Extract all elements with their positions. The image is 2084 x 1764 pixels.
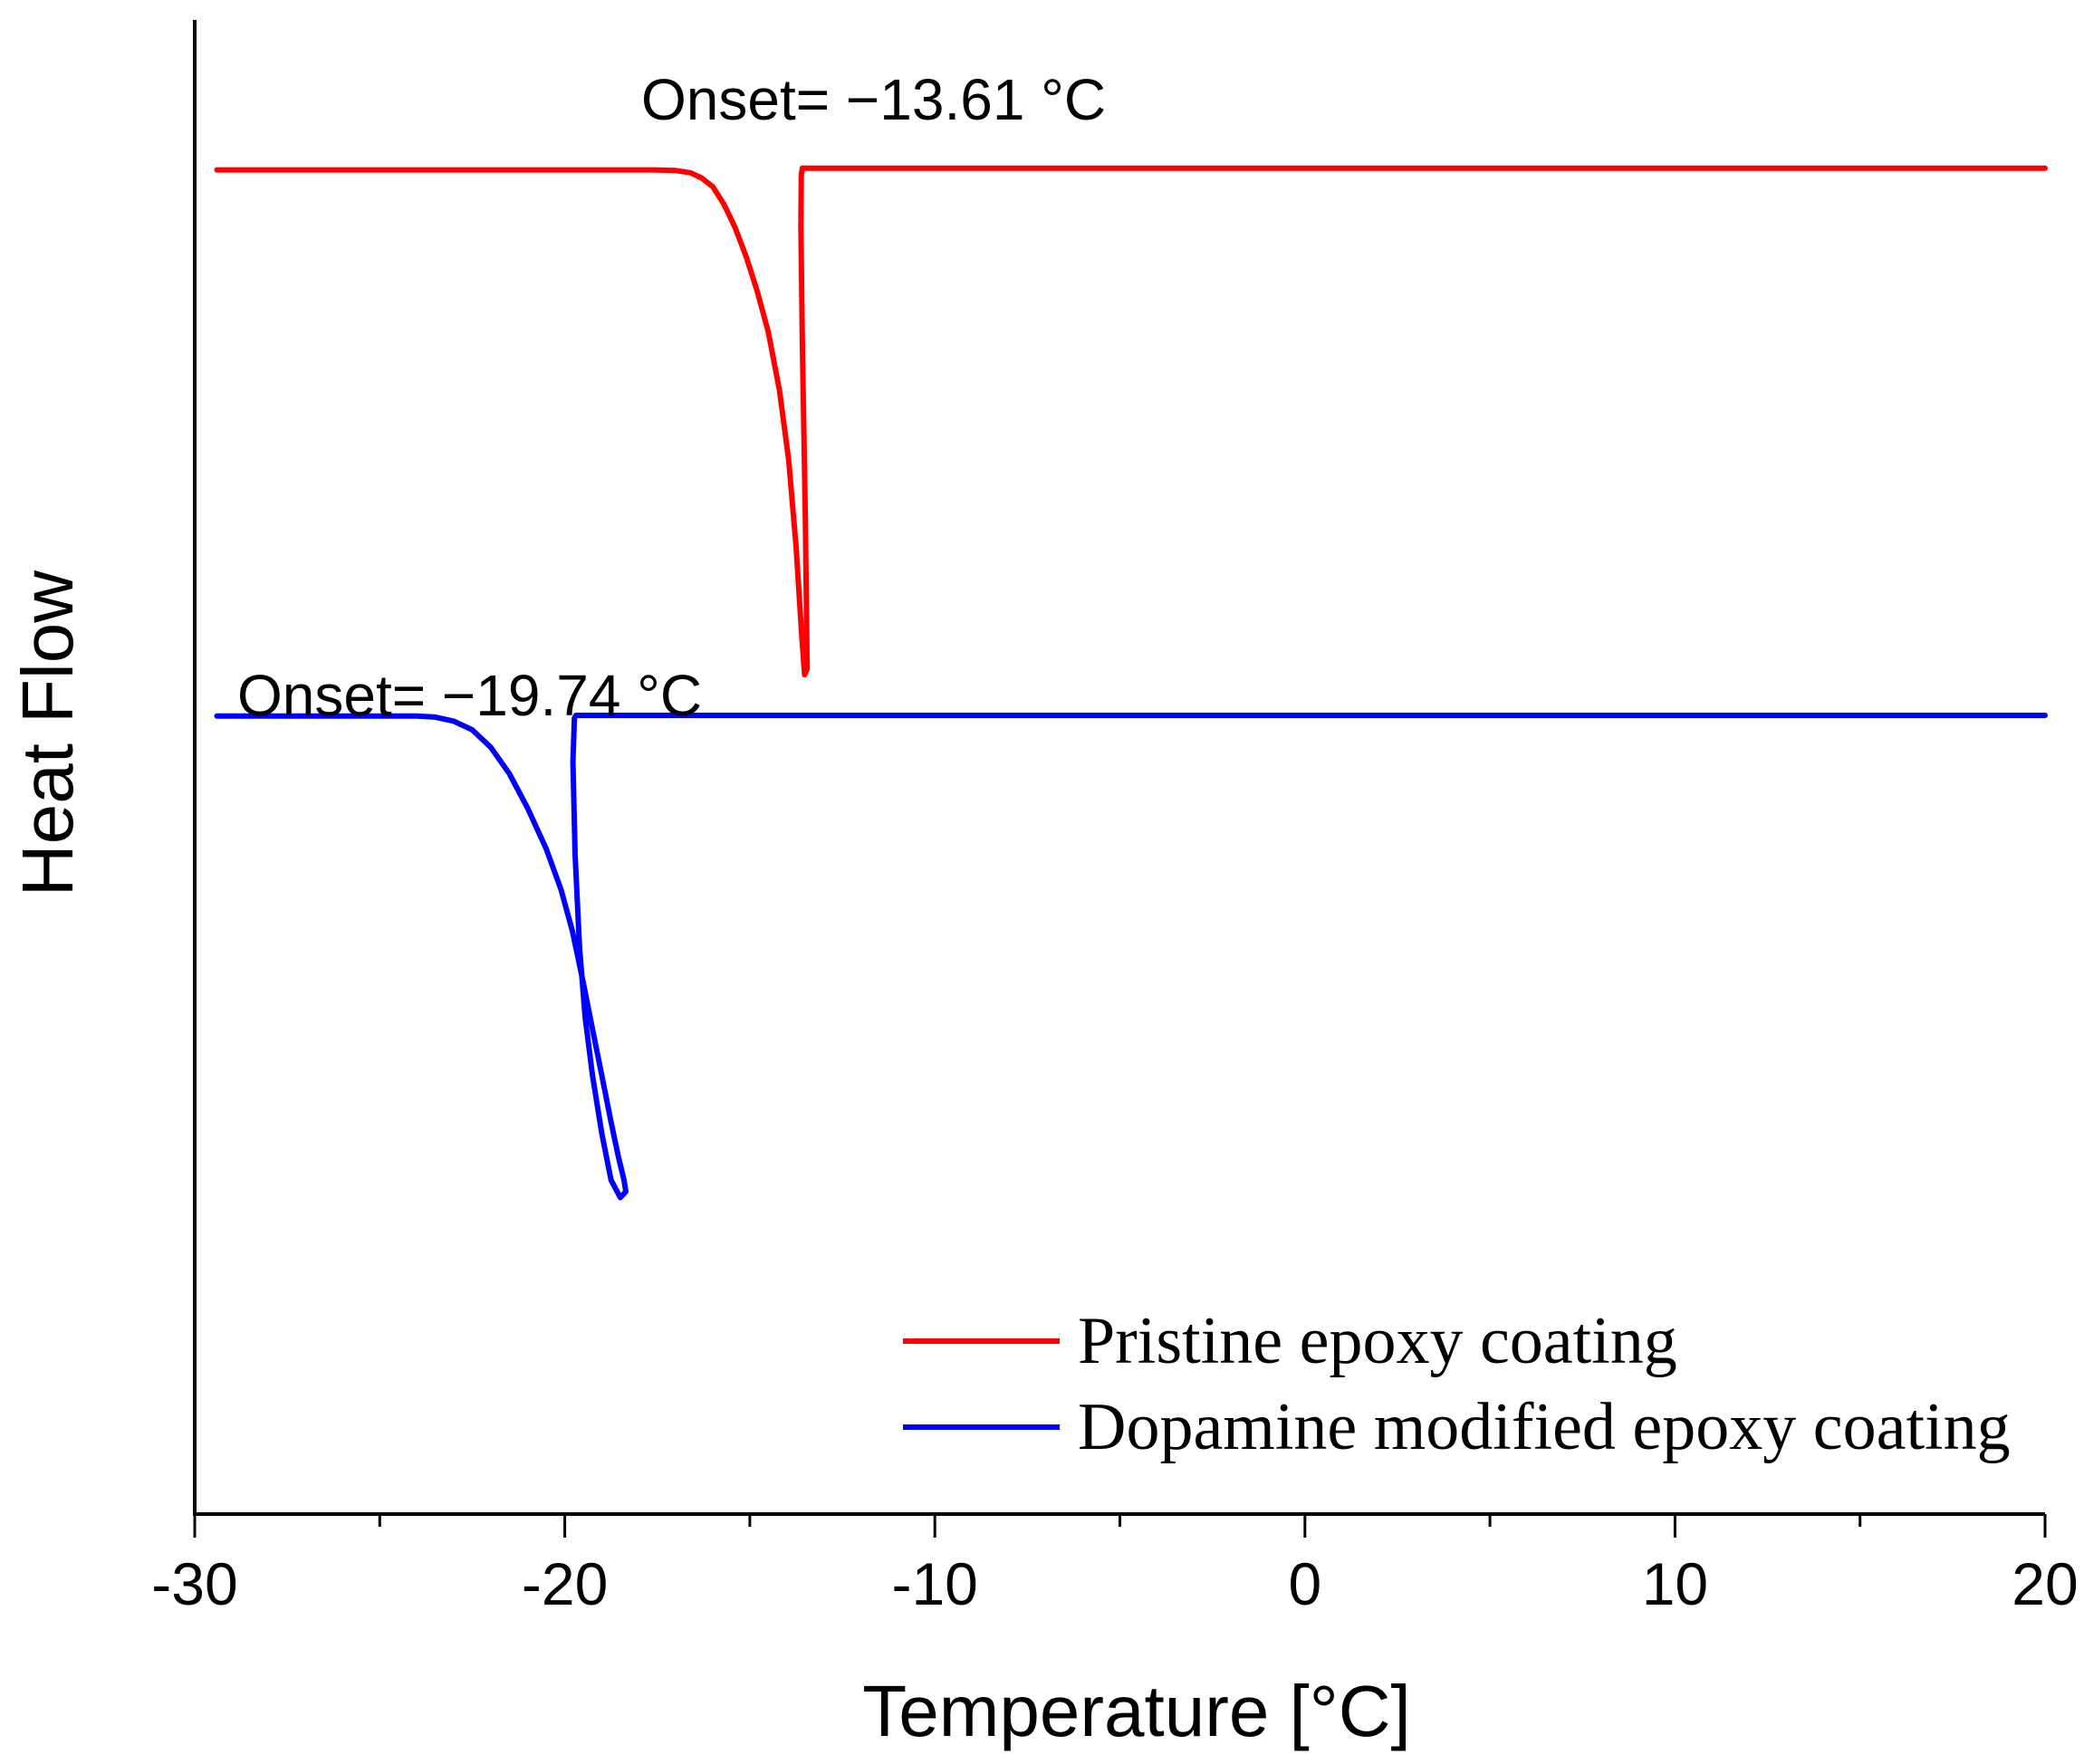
x-axis-tick-labels: -30 -20 -10 0 10 20 [151, 1550, 2078, 1617]
x-axis-minor-ticks [378, 1514, 1862, 1527]
series-line-pristine [214, 165, 2048, 678]
legend-label-pristine: Pristine epoxy coating [1078, 1304, 1677, 1378]
x-tick-label: -20 [522, 1550, 608, 1617]
x-axis-ticks [193, 1514, 2047, 1538]
y-axis-title: Heat Flow [7, 570, 88, 896]
x-tick-label: 10 [1642, 1550, 1708, 1617]
x-axis-title: Temperature [°C] [862, 1671, 1411, 1751]
series-layer [214, 165, 2048, 1201]
x-tick-label: 0 [1288, 1550, 1321, 1617]
x-tick-label: -10 [892, 1550, 978, 1617]
legend: Pristine epoxy coating Dopamine modified… [903, 1304, 2011, 1464]
x-tick-label: 20 [2012, 1550, 2078, 1617]
legend-label-dopamine: Dopamine modified epoxy coating [1078, 1390, 2011, 1464]
onset-annotation-dopamine: Onset= −19.74 °C [237, 663, 702, 728]
x-tick-label: -30 [151, 1550, 237, 1617]
onset-annotation-pristine: Onset= −13.61 °C [641, 67, 1106, 132]
series-line-dopamine [214, 713, 2048, 1201]
